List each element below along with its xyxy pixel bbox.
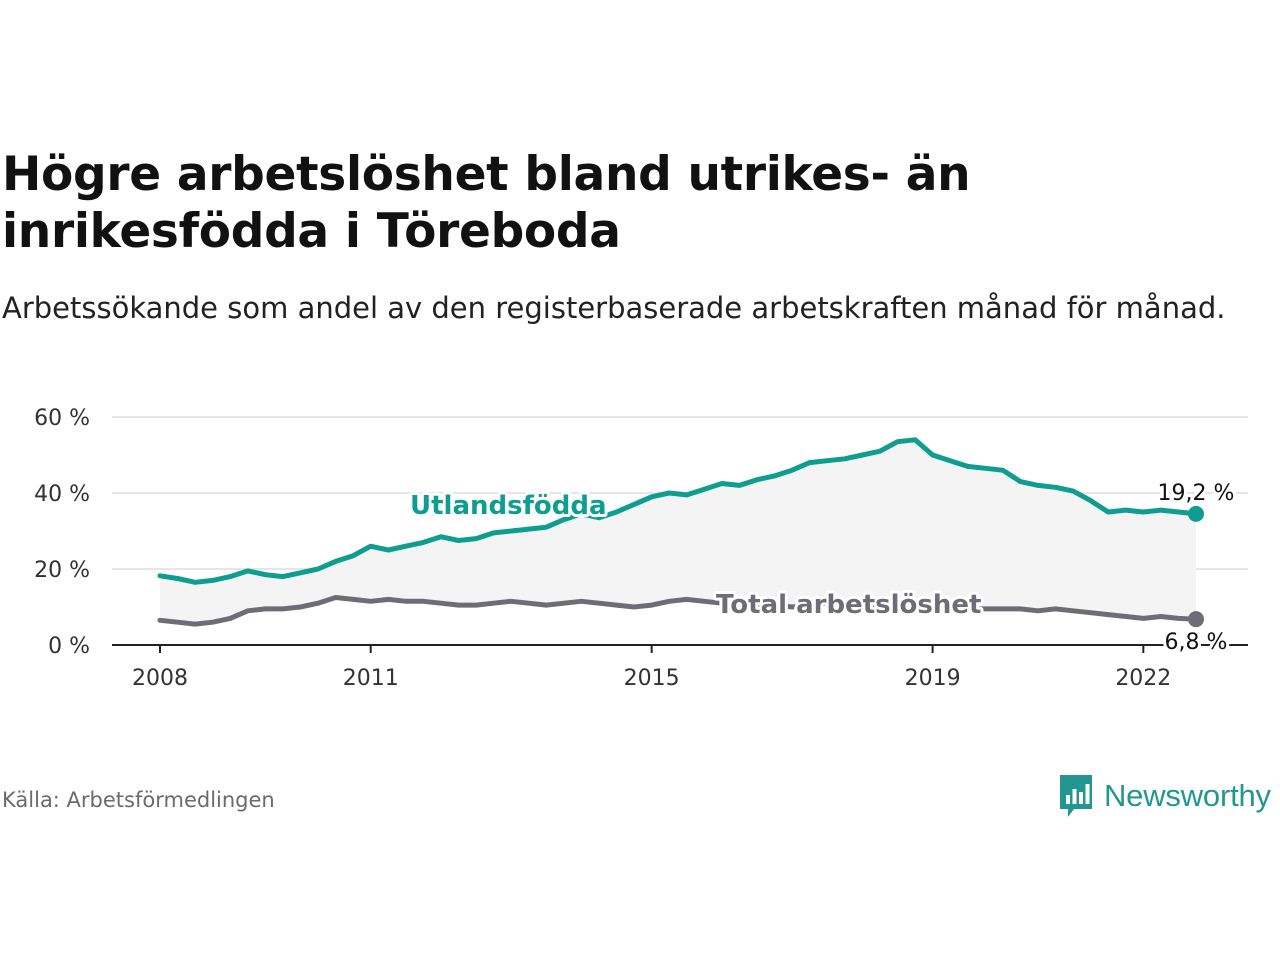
line-chart: 0 % 20 % 40 % 60 % 2008 2011 2015 2019 2022 Utl…	[34, 406, 1248, 691]
y-tick-label-20: 20 %	[34, 558, 90, 583]
y-tick-label-60: 60 %	[34, 406, 90, 431]
chart-title: Högre arbetslöshet bland utrikes- än inr…	[2, 147, 971, 259]
x-tick-label-2019: 2019	[905, 666, 961, 691]
series-line-utlandsfödda	[157, 437, 1199, 585]
end-dot-utlandsfödda	[1188, 505, 1204, 522]
chart-subtitle: Arbetssökande som andel av den registerb…	[2, 291, 1226, 325]
newsworthy-logo: Newsworthy	[1058, 772, 1271, 820]
x-tick-label-2015: 2015	[624, 666, 680, 691]
logo-text: Newsworthy	[1104, 778, 1271, 813]
range-area	[160, 439, 1196, 625]
end-label-total: 6,8 %	[1165, 630, 1228, 655]
x-tick-label-2008: 2008	[132, 666, 188, 691]
series-lines	[157, 437, 1204, 628]
series-label-total: Total arbetslöshet	[716, 590, 981, 620]
y-tick-label-40: 40 %	[34, 482, 90, 507]
series-label-utlandsfodda: Utlandsfödda	[410, 491, 607, 521]
newsworthy-logo-icon	[1060, 775, 1092, 817]
source-note: Källa: Arbetsförmedlingen	[2, 788, 275, 812]
series-labels: Utlandsfödda Total arbetslöshet 19,2 % 6,8 …	[407, 478, 1237, 658]
x-axis-ticks: 2008 2011 2015 2019 2022	[132, 645, 1171, 691]
x-tick-label-2022: 2022	[1115, 666, 1171, 691]
x-tick-label-2011: 2011	[343, 666, 399, 691]
end-label-utlandsfodda: 19,2 %	[1158, 481, 1235, 506]
series-line-total-arbetslöshet	[157, 595, 1199, 627]
end-dot-total-arbetslöshet	[1188, 611, 1204, 628]
y-tick-label-0: 0 %	[48, 634, 90, 659]
y-axis-ticks: 0 % 20 % 40 % 60 %	[34, 406, 90, 659]
